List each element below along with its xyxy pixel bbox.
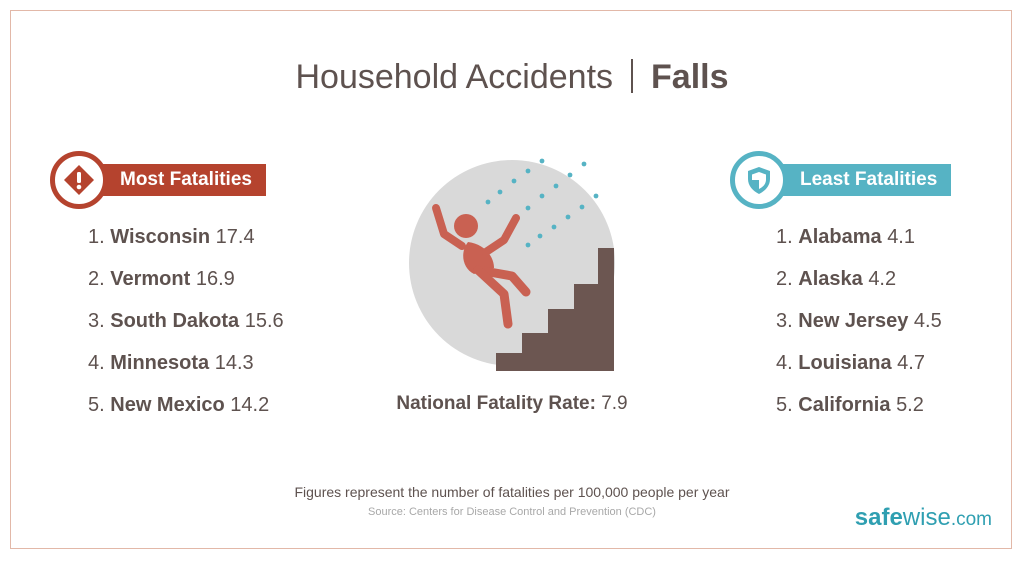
list-item: 5. California 5.2	[776, 394, 924, 416]
falling-person-illustration	[408, 156, 618, 381]
title-divider	[631, 59, 634, 93]
shield-icon	[730, 151, 788, 209]
national-fatality-rate: National Fatality Rate: 7.9	[396, 393, 628, 414]
most-fatalities-list: 1. Wisconsin 17.4 2. Vermont 16.9 3. Sou…	[88, 225, 284, 435]
least-fatalities-list: 1. Alabama 4.1 2. Alaska 4.2 3. New Jers…	[776, 225, 942, 435]
title-sub: Falls	[651, 58, 729, 96]
water-drops-icon	[485, 158, 599, 248]
page-title: Household Accidents Falls	[0, 58, 1024, 97]
source-citation: Source: Centers for Disease Control and …	[368, 506, 656, 518]
list-item: 1. Wisconsin 17.4	[88, 226, 255, 248]
stairs-icon	[496, 248, 614, 371]
least-fatalities-badge: Least Fatalities	[730, 151, 952, 209]
warning-diamond-icon	[50, 151, 108, 209]
title-main: Household Accidents	[295, 58, 614, 96]
footnote: Figures represent the number of fataliti…	[294, 484, 730, 500]
list-item: 5. New Mexico 14.2	[88, 394, 270, 416]
least-fatalities-label: Least Fatalities	[758, 164, 952, 196]
most-fatalities-label: Most Fatalities	[78, 164, 266, 196]
list-item: 3. New Jersey 4.5	[776, 310, 942, 332]
safewise-logo[interactable]: safewise.com	[854, 504, 992, 531]
list-item: 2. Vermont 16.9	[88, 268, 235, 290]
falling-person-icon	[432, 204, 531, 329]
list-item: 4. Louisiana 4.7	[776, 352, 925, 374]
most-fatalities-badge: Most Fatalities	[50, 151, 266, 209]
list-item: 4. Minnesota 14.3	[88, 352, 254, 374]
list-item: 2. Alaska 4.2	[776, 268, 897, 290]
list-item: 1. Alabama 4.1	[776, 226, 915, 248]
list-item: 3. South Dakota 15.6	[88, 310, 284, 332]
